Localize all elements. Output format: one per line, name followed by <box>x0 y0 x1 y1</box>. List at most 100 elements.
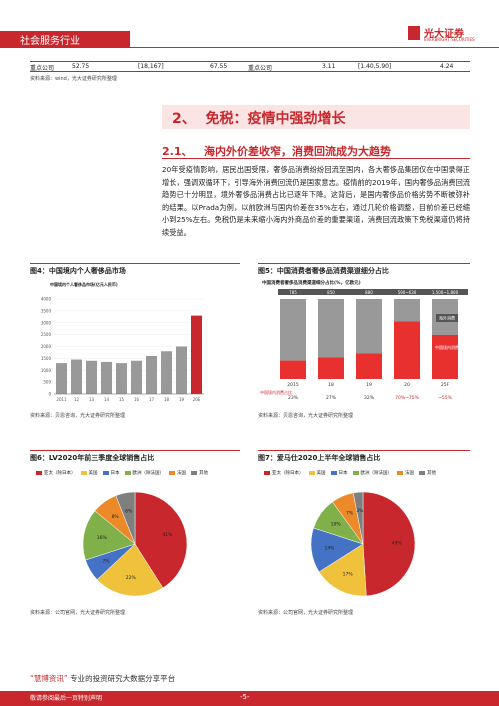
footer-promo: “慧博资讯” 专业的投资研究大数据分享平台 <box>30 673 175 684</box>
fig5-source: 资料来源：贝恩咨询，光大证券研究所整理 <box>258 413 354 419</box>
x-tick-label: 17 <box>149 397 155 402</box>
legend-item: 亚太（除日本） <box>36 470 76 476</box>
table-cell: 67.55 <box>210 63 228 70</box>
pie-slice-label: 22% <box>126 575 137 581</box>
totals-bar <box>278 289 468 295</box>
section-number: 2、 <box>172 111 196 127</box>
bar-domestic <box>394 321 420 379</box>
fig5-inner-title: 中国消费者奢侈品消费渠道细分占比(%，亿欧元) <box>262 281 361 286</box>
footer-brand: “慧博资讯” <box>30 674 68 683</box>
pie-slice-label: 49% <box>392 540 403 546</box>
subsection-heading: 2.1、 海内外价差收窄，消费回流成为大趋势 <box>162 143 391 159</box>
legend-item: 亚太（除日本） <box>264 470 304 476</box>
legend-swatch <box>264 470 270 475</box>
y-tick-label: 0 <box>48 392 51 397</box>
pie-slice-label: 41% <box>162 532 173 538</box>
bar-overseas <box>394 299 420 322</box>
y-tick-label: 1000 <box>41 368 52 373</box>
pie-slice <box>134 491 188 589</box>
y-tick-label: 500 <box>43 380 51 385</box>
bar <box>56 363 67 394</box>
legend-item: 其他 <box>419 470 436 476</box>
x-tick-label: 13 <box>89 397 95 402</box>
legend-item: 欧洲（除法国） <box>124 470 164 476</box>
domestic-share-title: 中国境内消费占比 <box>260 389 292 395</box>
legend-label: 法国 <box>177 471 186 476</box>
pie-slice-label: 3% <box>356 508 364 514</box>
x-tick-label: 14 <box>104 397 110 402</box>
fig6-svg: 41% 22% 7% 16% 8% 6% <box>82 491 188 597</box>
fig4-source: 资料来源：贝恩咨询，光大证券研究所整理 <box>30 413 126 419</box>
x-tick-label: 25F <box>441 382 450 388</box>
bar-domestic <box>318 357 344 379</box>
legend-swatch <box>436 341 458 355</box>
bar <box>161 351 172 394</box>
table-source: 资料来源：wind，光大证券研究所整理 <box>30 76 117 82</box>
pie-slice <box>362 491 416 597</box>
bar <box>101 361 112 394</box>
subsection-number: 2.1、 <box>162 145 193 158</box>
fig5-svg: 785 2015 23% 850 18 27% 880 19 32% 590~630 20 70%~7… <box>260 289 468 401</box>
bar <box>191 315 202 394</box>
domestic-share-label: 32% <box>364 395 375 401</box>
domestic-share-label: 23% <box>288 395 299 401</box>
bar <box>86 360 97 394</box>
y-tick-label: 2000 <box>41 344 52 349</box>
pie-slice-label: 17% <box>343 572 354 578</box>
bar-domestic <box>356 353 382 379</box>
bar <box>176 346 187 394</box>
figure-5-chart: 中国消费者奢侈品消费渠道细分占比(%，亿欧元) 785 2015 23% 850 18 2… <box>258 279 470 409</box>
pie-slice <box>352 491 364 545</box>
legend-item: 美国 <box>80 470 98 476</box>
brand-logo-icon <box>408 26 420 40</box>
pie-slice-label: 6% <box>125 508 133 514</box>
fig6-source: 资料来源：公司官网，光大证券研究所整理 <box>30 610 126 616</box>
brand-name-en: EVERBRIGHT SECURITIES <box>424 37 475 42</box>
x-tick-label: 20E <box>193 397 201 402</box>
industry-label: 社会服务行业 <box>20 36 80 47</box>
table-cell: [18,167] <box>138 63 164 70</box>
pie-slice-label: 10% <box>331 522 342 528</box>
legend-label: 其他 <box>427 471 436 476</box>
x-tick-label: 18 <box>164 397 170 402</box>
table-cell: 3.11 <box>322 63 336 70</box>
table-cell: 52.75 <box>72 63 90 70</box>
total-label: 850 <box>327 290 335 295</box>
table-cell: 4.24 <box>440 63 454 70</box>
legend-swatch <box>80 470 87 475</box>
bar <box>146 356 157 394</box>
legend-swatch <box>330 470 337 475</box>
pie-slice <box>82 510 136 561</box>
y-tick-label: 1500 <box>41 356 52 361</box>
y-tick-label: 3500 <box>41 308 52 313</box>
y-tick-label: 3000 <box>41 320 52 325</box>
legend-label: 日本 <box>338 471 348 476</box>
legend-swatch <box>436 314 458 322</box>
legend-item: 欧洲（除法国） <box>352 470 393 476</box>
legend-swatch <box>124 470 131 475</box>
legend-item: 日本 <box>102 470 120 476</box>
bar-overseas <box>318 299 344 358</box>
page-number: -5- <box>240 693 250 701</box>
bar-overseas <box>280 299 306 361</box>
pie-slice <box>318 543 367 597</box>
legend-label: 欧洲（除法国） <box>360 471 393 476</box>
header-bar <box>0 31 130 47</box>
figure-5-caption: 图5：中国消费者奢侈品消费渠道细分占比 <box>258 263 470 277</box>
figure-4-chart: 中国境内个人奢侈品市场(亿元人民币) 0 500 1000 1500 2000 2500 3… <box>30 279 240 409</box>
fig7-source: 资料来源：公司官网，光大证券研究所整理 <box>258 610 354 616</box>
legend-swatch <box>102 470 109 475</box>
x-tick-label: 18 <box>328 382 334 388</box>
figure-6-caption: 图6：LV2020年前三季度全球销售占比 <box>30 450 240 464</box>
x-tick-label: 19 <box>179 397 185 402</box>
bar <box>71 359 82 394</box>
pie-slice-label: 16% <box>97 535 108 541</box>
legend-label: 海外消费 <box>439 315 455 321</box>
fig4-svg: 0 500 1000 1500 2000 2500 3000 3500 4000 2011 12 13… <box>41 297 204 402</box>
legend-label: 美国 <box>88 471 98 476</box>
legend-swatch <box>419 470 425 475</box>
figure-7-chart: 亚太（除日本） 美国 日本 欧洲（除法国） 法国 其他 49% 17% 14% 10% 7% 3% <box>258 466 470 606</box>
legend-label: 日本 <box>110 471 120 476</box>
figure-4-caption: 图4：中国境内个人奢侈品市场 <box>30 263 240 277</box>
legend-label: 中国境内消费 <box>435 344 459 350</box>
